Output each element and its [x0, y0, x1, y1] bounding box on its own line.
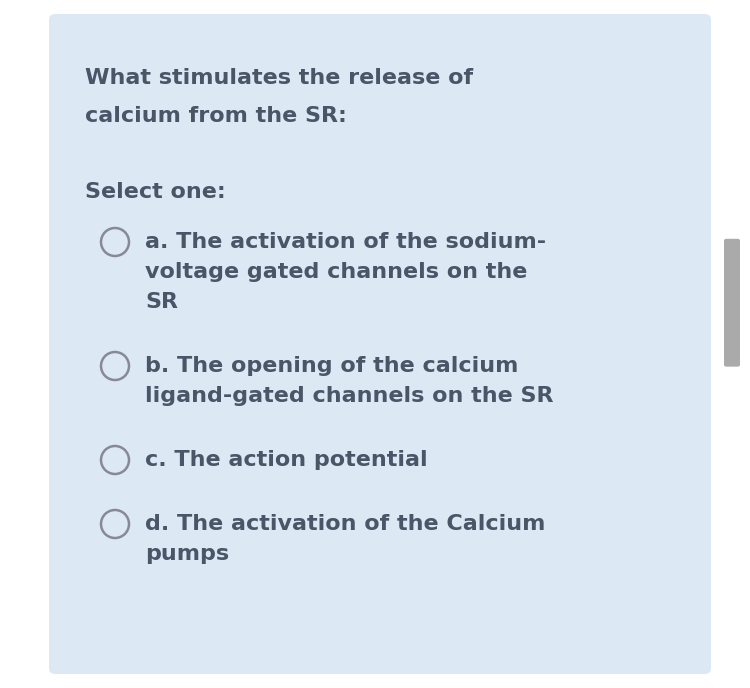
- Text: d. The activation of the Calcium: d. The activation of the Calcium: [145, 514, 545, 534]
- Text: SR: SR: [145, 292, 178, 312]
- Text: a. The activation of the sodium-: a. The activation of the sodium-: [145, 232, 546, 252]
- Text: pumps: pumps: [145, 544, 230, 564]
- Text: b. The opening of the calcium: b. The opening of the calcium: [145, 356, 518, 376]
- Text: ligand-gated channels on the SR: ligand-gated channels on the SR: [145, 386, 554, 406]
- Text: voltage gated channels on the: voltage gated channels on the: [145, 262, 527, 282]
- FancyBboxPatch shape: [49, 14, 711, 674]
- Text: What stimulates the release of: What stimulates the release of: [85, 68, 473, 88]
- Text: c. The action potential: c. The action potential: [145, 450, 427, 470]
- Circle shape: [105, 514, 125, 534]
- Text: Select one:: Select one:: [85, 182, 226, 202]
- Circle shape: [105, 356, 125, 376]
- Circle shape: [105, 233, 125, 252]
- Text: calcium from the SR:: calcium from the SR:: [85, 106, 346, 126]
- FancyBboxPatch shape: [724, 239, 740, 367]
- Circle shape: [105, 450, 125, 470]
